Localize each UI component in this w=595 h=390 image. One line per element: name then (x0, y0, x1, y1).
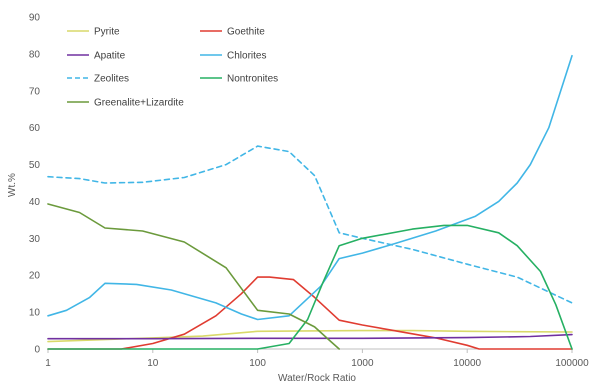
x-tick-label: 10 (147, 358, 159, 369)
x-tick-labels: 1 10 100 1000 10000 100000 (45, 349, 589, 369)
y-axis-title: Wt.% (7, 173, 18, 197)
legend-label: Greenalite+Lizardite (94, 98, 184, 109)
y-tick-label: 0 (34, 345, 40, 356)
y-tick-labels: 0 10 20 30 40 50 60 70 80 90 (29, 13, 41, 356)
y-tick-label: 40 (29, 197, 41, 208)
y-tick-label: 50 (29, 160, 41, 171)
series-line-nontronites (47, 224, 573, 350)
y-tick-label: 30 (29, 234, 41, 245)
series-line-apatite (47, 333, 573, 340)
y-tick-label: 20 (29, 271, 41, 282)
y-tick-label: 80 (29, 49, 41, 60)
x-tick-label: 1000 (351, 358, 374, 369)
series-line-zeolites (47, 145, 573, 304)
y-tick-label: 10 (29, 308, 41, 319)
series-line-pyrite (47, 329, 573, 343)
series-line-greenalite-lizardite (47, 203, 340, 350)
legend-label: Nontronites (227, 74, 278, 85)
series-lines (47, 54, 573, 350)
series-line-chlorites (47, 54, 573, 321)
y-tick-label: 60 (29, 123, 41, 134)
legend-label: Goethite (227, 27, 265, 38)
x-tick-label: 100000 (555, 358, 589, 369)
legend-label: Pyrite (94, 27, 120, 38)
legend: Pyrite Goethite Apatite Chlorites Zeolites No… (67, 27, 278, 109)
x-axis-title: Water/Rock Ratio (278, 373, 356, 384)
legend-label: Zeolites (94, 74, 129, 85)
legend-label: Chlorites (227, 51, 266, 62)
y-tick-label: 90 (29, 13, 41, 24)
x-tick-label: 1 (45, 358, 51, 369)
x-tick-label: 10000 (453, 358, 481, 369)
legend-label: Apatite (94, 51, 126, 62)
y-tick-label: 70 (29, 86, 41, 97)
x-tick-label: 100 (249, 358, 266, 369)
series-line-goethite (47, 276, 573, 350)
